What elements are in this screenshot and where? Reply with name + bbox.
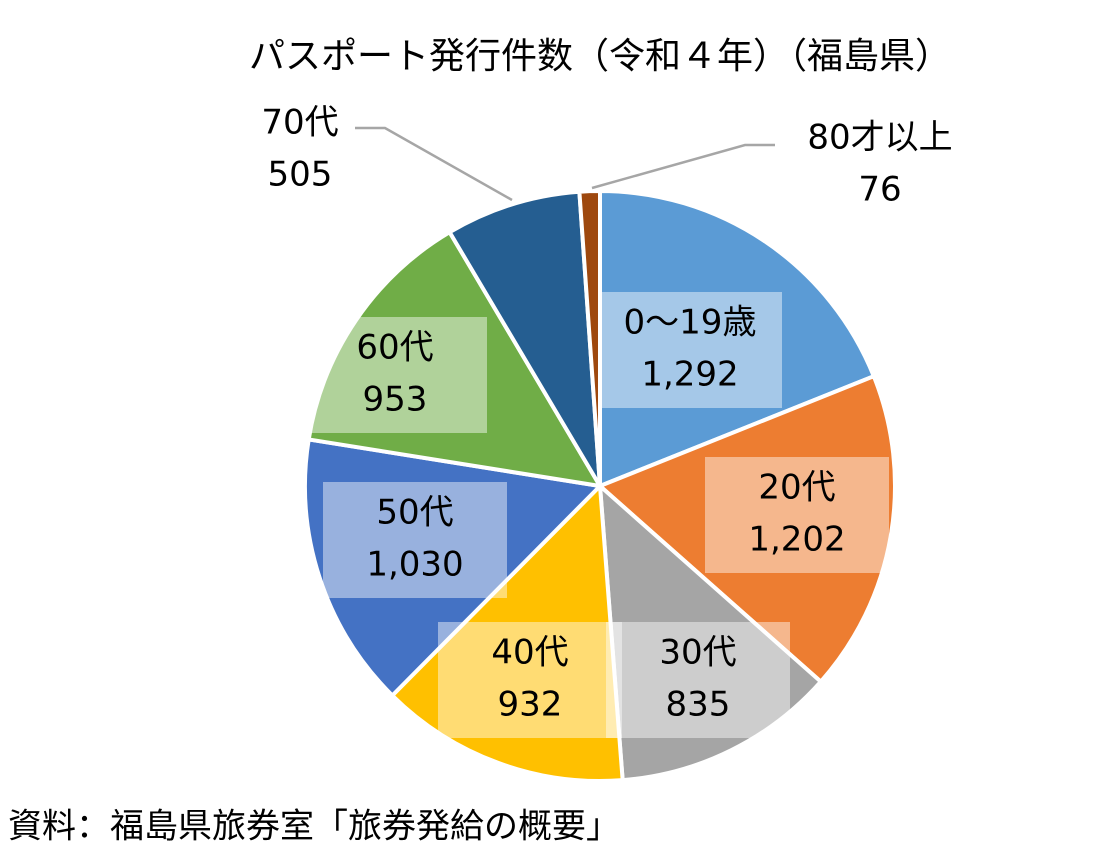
slice-category-label: 50代 (376, 493, 453, 533)
slice-category-label: 40代 (491, 633, 568, 673)
pie-slice (598, 374, 897, 684)
chart-title: パスポート発行件数（令和４年）（福島県） (249, 36, 951, 77)
source-note: 資料：福島県旅券室「旅券発給の概要」 (8, 807, 620, 847)
slice-value-label: 1,202 (748, 520, 845, 560)
slice-value-label: 1,292 (641, 355, 738, 395)
label-box (323, 482, 507, 598)
label-box (303, 317, 487, 433)
slice-category-label: 20代 (758, 468, 835, 508)
label-box (598, 292, 782, 408)
pie-slice (598, 484, 823, 783)
label-box (705, 457, 889, 573)
slice-category-label: 80才以上 (807, 118, 952, 158)
slice-category-label: 70代 (261, 103, 338, 143)
pie (303, 189, 897, 783)
pie-slice (306, 230, 602, 488)
slice-value-label: 1,030 (366, 545, 463, 585)
slice-value-label: 835 (666, 685, 731, 725)
pie-slice (390, 484, 625, 783)
pie-slice (577, 189, 602, 488)
slice-value-label: 953 (363, 380, 428, 420)
slice-category-label: 30代 (659, 633, 736, 673)
slice-category-label: 0～19歳 (624, 303, 757, 343)
pie-slice (598, 189, 876, 488)
label-box (606, 622, 790, 738)
slice-value-label: 76 (858, 170, 901, 210)
pie-slice (303, 437, 602, 698)
slice-value-label: 505 (268, 155, 333, 195)
slice-value-label: 932 (498, 685, 563, 725)
leader-line (355, 126, 513, 202)
leader-line (591, 143, 775, 190)
label-box (438, 622, 622, 738)
slice-category-label: 60代 (356, 328, 433, 368)
labels: 0～19歳 1,292 20代 1,202 30代 835 40代 932 50代 1,030 60… (261, 103, 953, 738)
pie-slice (447, 189, 602, 488)
